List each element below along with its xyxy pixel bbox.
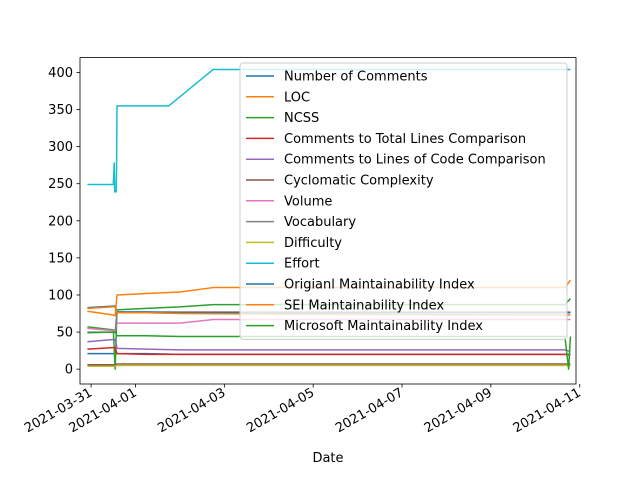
legend-label-5: Cyclomatic Complexity <box>284 174 434 189</box>
y-tick-label-7: 350 <box>48 103 73 118</box>
series-line-4 <box>87 338 571 353</box>
legend-label-10: Origianl Maintainability Index <box>284 278 475 293</box>
legend-label-7: Vocabulary <box>284 215 356 230</box>
y-tick-label-5: 250 <box>48 177 73 192</box>
y-tick-label-8: 400 <box>48 66 73 81</box>
y-tick-label-3: 150 <box>48 251 73 266</box>
y-tick-label-1: 50 <box>56 326 73 341</box>
legend-label-0: Number of Comments <box>284 70 428 85</box>
legend-label-1: LOC <box>284 90 310 105</box>
legend-label-11: SEI Maintainability Index <box>284 298 444 313</box>
x-axis-label: Date <box>312 451 343 466</box>
y-tick-label-6: 300 <box>48 140 73 155</box>
y-tick-label-4: 200 <box>48 214 73 229</box>
legend-label-2: NCSS <box>284 111 319 126</box>
legend-label-9: Effort <box>284 257 320 272</box>
y-axis: 0 50 100 150 200 250 300 350 400 <box>48 66 80 378</box>
legend-label-8: Difficulty <box>284 236 342 251</box>
legend: Number of Comments LOC NCSS Comments to Tot… <box>239 62 568 340</box>
series-line-12 <box>87 331 572 370</box>
y-tick-label-0: 0 <box>65 363 73 378</box>
legend-label-4: Comments to Lines of Code Comparison <box>284 153 546 168</box>
series-line-3 <box>87 346 571 356</box>
series-line-5 <box>87 363 571 366</box>
y-tick-label-2: 100 <box>48 288 73 303</box>
legend-label-12: Microsoft Maintainability Index <box>284 319 483 334</box>
series-line-8 <box>87 364 571 367</box>
legend-label-6: Volume <box>284 194 332 209</box>
legend-box <box>239 62 568 340</box>
legend-label-3: Comments to Total Lines Comparison <box>284 132 526 147</box>
